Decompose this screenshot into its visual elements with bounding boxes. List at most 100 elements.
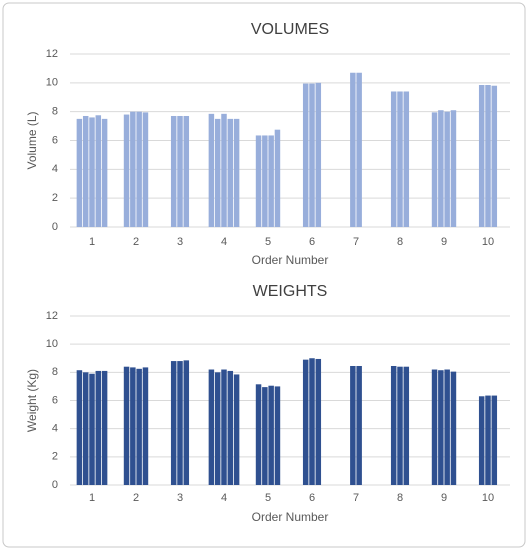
x-tick-label: 4 [221,236,227,248]
bar [208,369,215,485]
bar [101,118,108,227]
bar [89,117,95,227]
bar [390,365,397,485]
bar [183,115,190,227]
y-tick-label: 0 [52,479,58,491]
x-tick-label: 5 [265,492,271,504]
bar [76,118,83,227]
bar [450,371,457,485]
x-tick-label: 6 [309,492,315,504]
bar [262,387,268,485]
x-tick-label: 2 [133,236,139,248]
bar [315,358,322,485]
bar [438,110,444,227]
bar [101,370,108,485]
bar [227,370,234,485]
x-tick-label: 8 [397,492,403,504]
bar [123,114,130,227]
y-tick-label: 4 [52,423,58,435]
chart-title: VOLUMES [251,21,329,38]
y-tick-label: 2 [52,192,58,204]
bar [142,367,149,485]
bar [214,372,221,485]
bar [221,113,227,227]
bar [485,395,491,485]
bar [438,370,444,485]
bar [356,72,362,227]
x-tick-label: 5 [265,236,271,248]
y-tick-label: 4 [52,163,58,175]
bar [302,359,309,485]
bar [450,110,457,227]
bar [403,91,410,227]
bar [491,85,498,227]
bar [214,118,221,227]
chart-title: WEIGHTS [253,283,328,300]
x-tick-label: 9 [441,492,447,504]
x-tick-label: 7 [353,236,359,248]
bar [95,370,102,485]
bar [123,366,130,485]
bar [177,115,183,227]
x-tick-label: 7 [353,492,359,504]
bar [478,84,485,227]
bar [350,72,356,227]
bar [491,395,498,485]
x-tick-label: 1 [89,236,95,248]
bar [82,372,89,485]
bar [485,84,491,227]
bar [183,360,190,485]
y-tick-label: 8 [52,366,58,378]
bar [255,135,262,227]
bar [397,91,403,227]
bar [268,385,274,485]
bar [315,82,322,227]
bar [95,115,102,227]
bar [170,115,177,227]
x-tick-label: 8 [397,236,403,248]
bar [356,365,362,485]
bar [444,369,450,485]
y-tick-label: 6 [52,134,58,146]
y-tick-label: 12 [46,310,58,322]
bar [233,118,240,227]
x-axis-title: Order Number [252,253,329,267]
x-tick-label: 9 [441,236,447,248]
y-axis-title: Volume (L) [25,111,39,169]
bar [136,111,142,227]
y-tick-label: 10 [46,338,58,350]
x-tick-label: 3 [177,236,183,248]
bar [170,361,177,485]
bar [350,365,356,485]
bar [444,111,450,227]
x-tick-label: 2 [133,492,139,504]
y-tick-label: 8 [52,106,58,118]
x-axis-title: Order Number [252,510,329,524]
y-tick-label: 10 [46,77,58,89]
bar [390,91,397,227]
bar [403,366,410,485]
bar [227,118,234,227]
x-tick-label: 10 [482,492,494,504]
bar [233,374,240,485]
x-tick-label: 4 [221,492,227,504]
bar [309,83,315,227]
bar [268,135,274,227]
bar [302,83,309,227]
y-tick-label: 12 [46,48,58,60]
bar [221,369,227,485]
bar [130,367,136,485]
bar [142,112,149,227]
x-tick-label: 3 [177,492,183,504]
bar [82,115,89,227]
bar [274,386,281,485]
bar [274,129,281,227]
bar [431,112,438,227]
bar [478,396,485,485]
y-axis-title: Weight (Kg) [25,369,39,432]
bar [309,358,315,485]
x-tick-label: 6 [309,236,315,248]
x-tick-label: 1 [89,492,95,504]
bar [208,113,215,227]
